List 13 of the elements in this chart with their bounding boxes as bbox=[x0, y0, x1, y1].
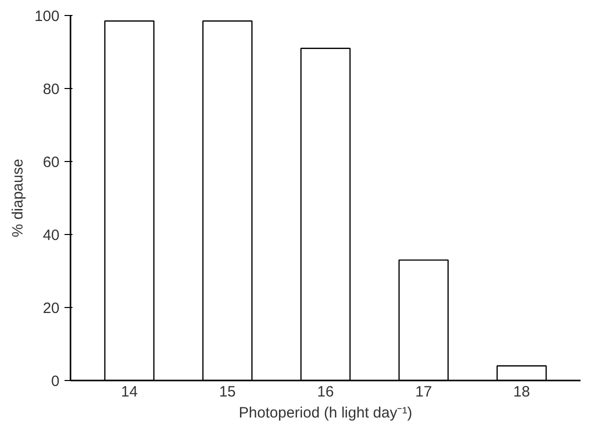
x-tick-label: 14 bbox=[121, 384, 138, 400]
x-tick-label: 16 bbox=[317, 384, 334, 400]
y-tick-label: 0 bbox=[51, 373, 60, 390]
y-tick-label: 100 bbox=[34, 8, 60, 25]
x-tick-label: 17 bbox=[415, 384, 432, 400]
x-tick-label: 18 bbox=[513, 384, 530, 400]
x-axis-title: Photoperiod (h light day⁻¹) bbox=[238, 404, 412, 422]
y-tick-label: 40 bbox=[42, 227, 60, 244]
y-tick-label: 20 bbox=[42, 300, 60, 317]
y-axis-title: % diapause bbox=[9, 158, 26, 238]
x-tick-label: 15 bbox=[219, 384, 236, 400]
y-tick-label: 60 bbox=[42, 154, 60, 171]
y-tick-label: 80 bbox=[42, 81, 60, 98]
